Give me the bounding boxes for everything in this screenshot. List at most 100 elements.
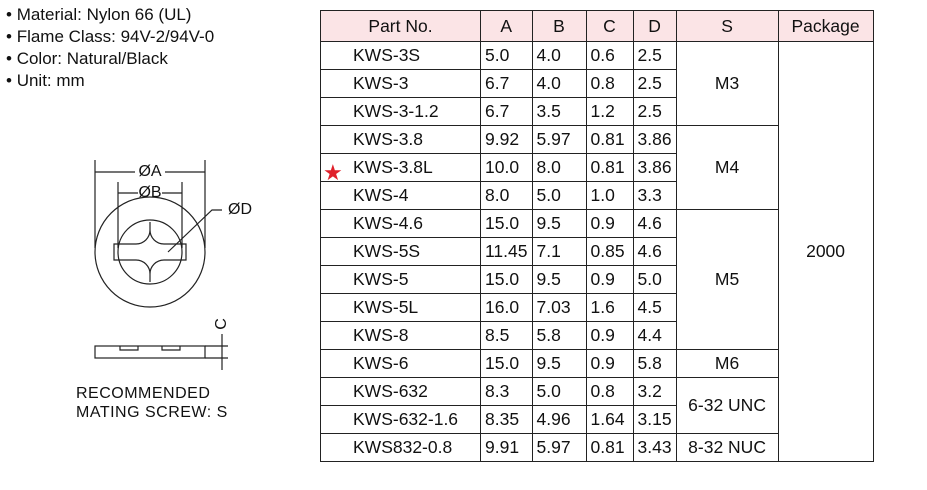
part-cell: KWS832-0.8 — [320, 433, 481, 462]
package-cell: 2000 — [777, 41, 874, 462]
dim-cell: 0.81 — [585, 433, 634, 462]
dim-cell: 4.6 — [632, 237, 677, 266]
screw-cell: M4 — [675, 125, 779, 210]
dim-cell: 5.0 — [531, 181, 587, 210]
table-row: KWS-5L 16.0 7.03 1.6 4.5 — [320, 293, 874, 322]
table-row: KWS-3.8 9.92 5.97 0.81 3.86 M4 — [320, 125, 874, 210]
dim-cell: 4.0 — [531, 69, 587, 98]
dim-cell: 1.64 — [585, 405, 634, 434]
dim-cell: 5.0 — [480, 41, 533, 70]
header-row: Part No. A B C D S Package — [320, 10, 874, 42]
dim-cell: 5.97 — [531, 125, 587, 154]
screw-cell: M5 — [675, 209, 779, 350]
screw-cell: M3 — [675, 41, 779, 126]
dim-cell: 5.0 — [531, 377, 587, 406]
dim-cell: 3.43 — [632, 433, 677, 462]
caption-line: MATING SCREW: S — [76, 404, 228, 421]
dim-cell: 15.0 — [480, 265, 533, 294]
dim-cell: 8.0 — [480, 181, 533, 210]
dim-cell: 7.1 — [531, 237, 587, 266]
dim-label: ØD — [228, 201, 252, 218]
dim-cell: 4.4 — [632, 321, 677, 350]
caption: RECOMMENDED MATING SCREW: S — [76, 384, 228, 422]
dim-cell: 5.97 — [531, 433, 587, 462]
dim-cell: 0.6 — [585, 41, 634, 70]
part-cell: KWS-5S — [320, 237, 481, 266]
part-cell: KWS-4 — [320, 181, 481, 210]
dim-label: ØA — [138, 163, 161, 180]
dim-cell: 2.5 — [632, 97, 677, 126]
part-cell: KWS-632-1.6 — [320, 405, 481, 434]
dim-cell: 0.8 — [585, 377, 634, 406]
table-row: KWS-3S 5.0 4.0 0.6 2.5 M3 2000 — [320, 41, 874, 462]
part-cell: KWS-632 — [320, 377, 481, 406]
dim-cell: 4.96 — [531, 405, 587, 434]
diagram: ØA ØB ØD C — [94, 160, 252, 370]
screw-cell: 8-32 NUC — [675, 433, 779, 462]
dim-cell: 9.5 — [531, 349, 587, 378]
part-cell: KWS-5L — [320, 293, 481, 322]
parts-table: Part No. A B C D S Package KWS-3S 5.0 4.0 0.6 2.5 M… — [320, 10, 874, 462]
spec-item: Material: Nylon 66 (UL) — [6, 4, 214, 26]
dim-cell: 0.9 — [585, 209, 634, 238]
part-cell: KWS-3 — [320, 69, 481, 98]
spec-item: Flame Class: 94V-2/94V-0 — [6, 26, 214, 48]
dim-cell: 3.2 — [632, 377, 677, 406]
header-cell: A — [480, 10, 533, 42]
dim-cell: 1.0 — [585, 181, 634, 210]
dim-label: ØB — [138, 184, 161, 201]
dim-cell: 6.7 — [480, 69, 533, 98]
star-icon: ★ — [323, 160, 343, 185]
dim-cell: 1.2 — [585, 97, 634, 126]
header-cell: S — [675, 10, 779, 42]
part-cell: KWS-3.8L — [320, 153, 481, 182]
dim-cell: 0.9 — [585, 265, 634, 294]
dim-cell: 3.3 — [632, 181, 677, 210]
dim-cell: 0.9 — [585, 321, 634, 350]
dim-cell: 0.81 — [585, 125, 634, 154]
spec-list: Material: Nylon 66 (UL)Flame Class: 94V-… — [6, 4, 214, 92]
dim-cell: 4.5 — [632, 293, 677, 322]
screw-cell: 6-32 UNC — [675, 377, 779, 434]
table-row: KWS-632 8.3 5.0 0.8 3.2 6-32 UNC — [320, 377, 874, 434]
dim-cell: 9.91 — [480, 433, 533, 462]
dim-cell: 7.03 — [531, 293, 587, 322]
part-cell: KWS-3S — [320, 41, 481, 70]
part-cell: KWS-6 — [320, 349, 481, 378]
part-cell: KWS-3-1.2 — [320, 97, 481, 126]
caption-line: RECOMMENDED — [76, 385, 211, 402]
dim-cell: 5.8 — [531, 321, 587, 350]
dim-cell: 6.7 — [480, 97, 533, 126]
dim-cell: 15.0 — [480, 209, 533, 238]
dim-cell: 3.86 — [632, 153, 677, 182]
header-cell: C — [585, 10, 634, 42]
dim-cell: 10.0 — [480, 153, 533, 182]
part-cell: KWS-5 — [320, 265, 481, 294]
table-row: KWS-8 8.5 5.8 0.9 4.4 — [320, 321, 874, 350]
header-cell: B — [531, 10, 587, 42]
dim-cell: 8.35 — [480, 405, 533, 434]
dim-cell: 15.0 — [480, 349, 533, 378]
dim-label: C — [213, 318, 230, 330]
table-row: KWS-5S 11.45 7.1 0.85 4.6 — [320, 237, 874, 266]
dim-cell: 8.5 — [480, 321, 533, 350]
table-row: KWS-4.6 15.0 9.5 0.9 4.6 M5 — [320, 209, 874, 350]
dim-cell: 11.45 — [480, 237, 533, 266]
dim-cell: 5.8 — [632, 349, 677, 378]
part-cell: KWS-3.8 — [320, 125, 481, 154]
dim-cell: 5.0 — [632, 265, 677, 294]
header-cell: D — [632, 10, 677, 42]
part-cell: KWS-8 — [320, 321, 481, 350]
dim-cell: 1.6 — [585, 293, 634, 322]
table-row: KWS-4 8.0 5.0 1.0 3.3 — [320, 181, 874, 210]
dim-cell: 16.0 — [480, 293, 533, 322]
dim-cell: 2.5 — [632, 41, 677, 70]
dim-cell: 9.92 — [480, 125, 533, 154]
table-row: KWS-6 15.0 9.5 0.9 5.8 M6 — [320, 349, 874, 378]
dim-cell: 0.8 — [585, 69, 634, 98]
dim-cell: 8.0 — [531, 153, 587, 182]
header-cell: Package — [777, 10, 874, 42]
table-row: KWS-3.8L 10.0 8.0 0.81 3.86 — [320, 153, 874, 182]
dim-cell: 0.85 — [585, 237, 634, 266]
